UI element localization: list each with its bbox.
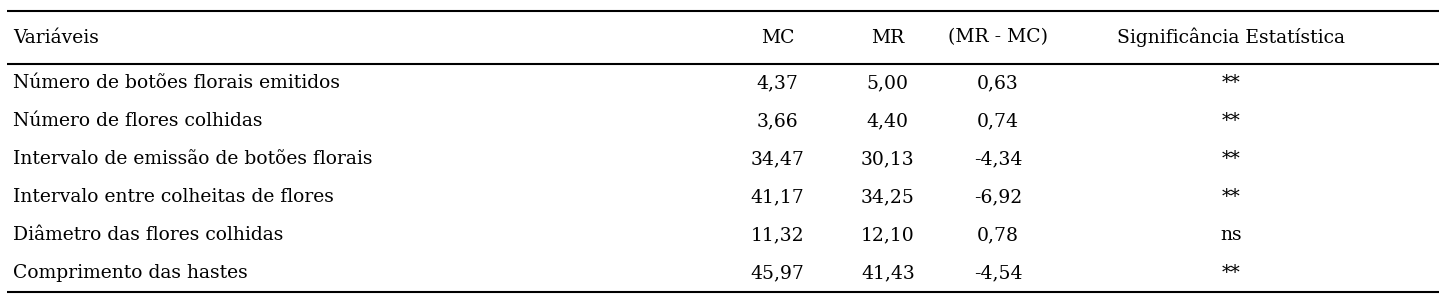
Text: 30,13: 30,13 [861, 150, 914, 168]
Text: MC: MC [761, 29, 795, 47]
Text: 4,40: 4,40 [867, 112, 908, 130]
Text: -6,92: -6,92 [973, 188, 1022, 206]
Text: Intervalo de emissão de botões florais: Intervalo de emissão de botões florais [13, 150, 372, 168]
Text: Diâmetro das flores colhidas: Diâmetro das flores colhidas [13, 226, 283, 244]
Text: **: ** [1223, 264, 1242, 282]
Text: 0,78: 0,78 [978, 226, 1019, 244]
Text: MR: MR [871, 29, 904, 47]
Text: -4,34: -4,34 [973, 150, 1022, 168]
Text: 12,10: 12,10 [861, 226, 914, 244]
Text: 0,74: 0,74 [978, 112, 1019, 130]
Text: **: ** [1223, 74, 1242, 92]
Text: **: ** [1223, 188, 1242, 206]
Text: 34,25: 34,25 [861, 188, 914, 206]
Text: ns: ns [1221, 226, 1243, 244]
Text: Intervalo entre colheitas de flores: Intervalo entre colheitas de flores [13, 188, 333, 206]
Text: -4,54: -4,54 [973, 264, 1022, 282]
Text: **: ** [1223, 150, 1242, 168]
Text: 41,17: 41,17 [751, 188, 805, 206]
Text: 3,66: 3,66 [757, 112, 799, 130]
Text: Número de botões florais emitidos: Número de botões florais emitidos [13, 74, 340, 92]
Text: 0,63: 0,63 [978, 74, 1019, 92]
Text: 4,37: 4,37 [757, 74, 799, 92]
Text: 5,00: 5,00 [867, 74, 908, 92]
Text: 41,43: 41,43 [861, 264, 914, 282]
Text: (MR - MC): (MR - MC) [947, 29, 1048, 47]
Text: 34,47: 34,47 [751, 150, 805, 168]
Text: **: ** [1223, 112, 1242, 130]
Text: 45,97: 45,97 [751, 264, 805, 282]
Text: Comprimento das hastes: Comprimento das hastes [13, 264, 248, 282]
Text: Número de flores colhidas: Número de flores colhidas [13, 112, 262, 130]
Text: Variáveis: Variáveis [13, 29, 99, 47]
Text: 11,32: 11,32 [751, 226, 805, 244]
Text: Significância Estatística: Significância Estatística [1118, 28, 1345, 47]
